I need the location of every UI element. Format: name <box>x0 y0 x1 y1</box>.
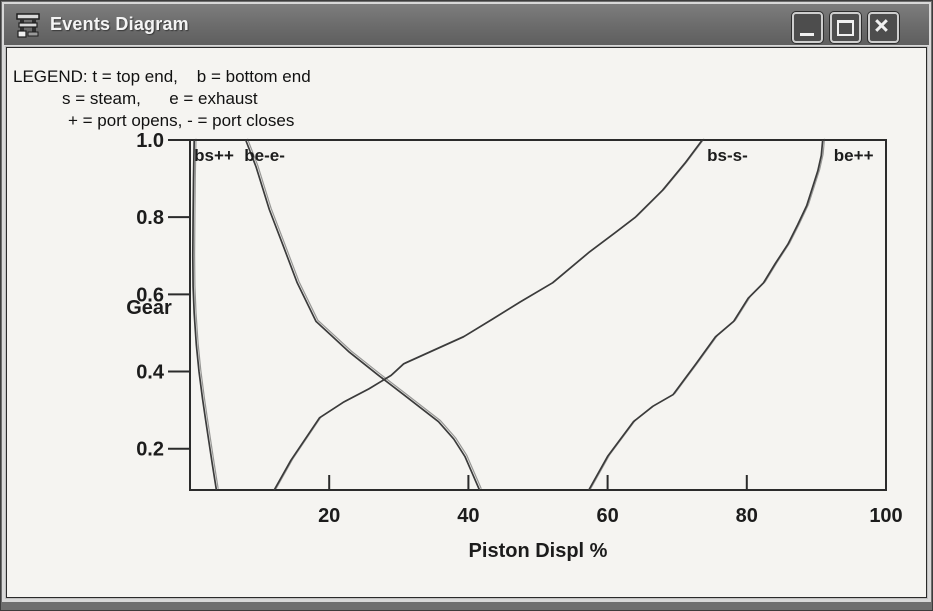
chart-legend: LEGEND: t = top end, b = bottom end s = … <box>13 66 311 132</box>
maximize-button[interactable] <box>830 12 861 43</box>
close-button[interactable] <box>868 12 899 43</box>
window-controls <box>792 12 899 43</box>
legend-line-1: LEGEND: t = top end, b = bottom end <box>13 67 311 86</box>
minimize-icon <box>800 33 814 36</box>
engine-press-icon <box>16 12 40 38</box>
window-title: Events Diagram <box>50 14 189 34</box>
legend-line-2: s = steam, e = exhaust <box>62 89 258 108</box>
title-bar[interactable]: Events Diagram <box>4 4 929 45</box>
maximize-icon <box>837 20 854 36</box>
minimize-button[interactable] <box>792 12 823 43</box>
legend-line-3: + = port opens, - = port closes <box>68 111 295 130</box>
